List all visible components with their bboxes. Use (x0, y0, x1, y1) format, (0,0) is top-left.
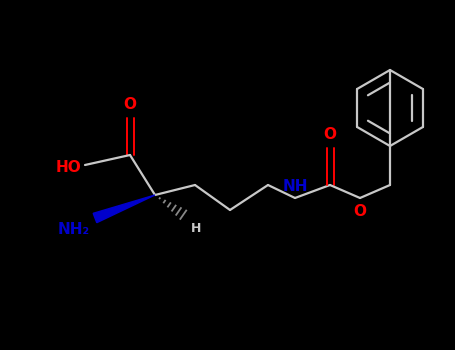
Text: O: O (123, 97, 136, 112)
Text: H: H (191, 222, 202, 235)
Text: O: O (354, 204, 366, 219)
Text: HO: HO (55, 160, 81, 175)
Text: NH: NH (282, 179, 308, 194)
Text: NH₂: NH₂ (58, 222, 90, 237)
Text: O: O (324, 127, 337, 142)
Polygon shape (93, 195, 155, 223)
